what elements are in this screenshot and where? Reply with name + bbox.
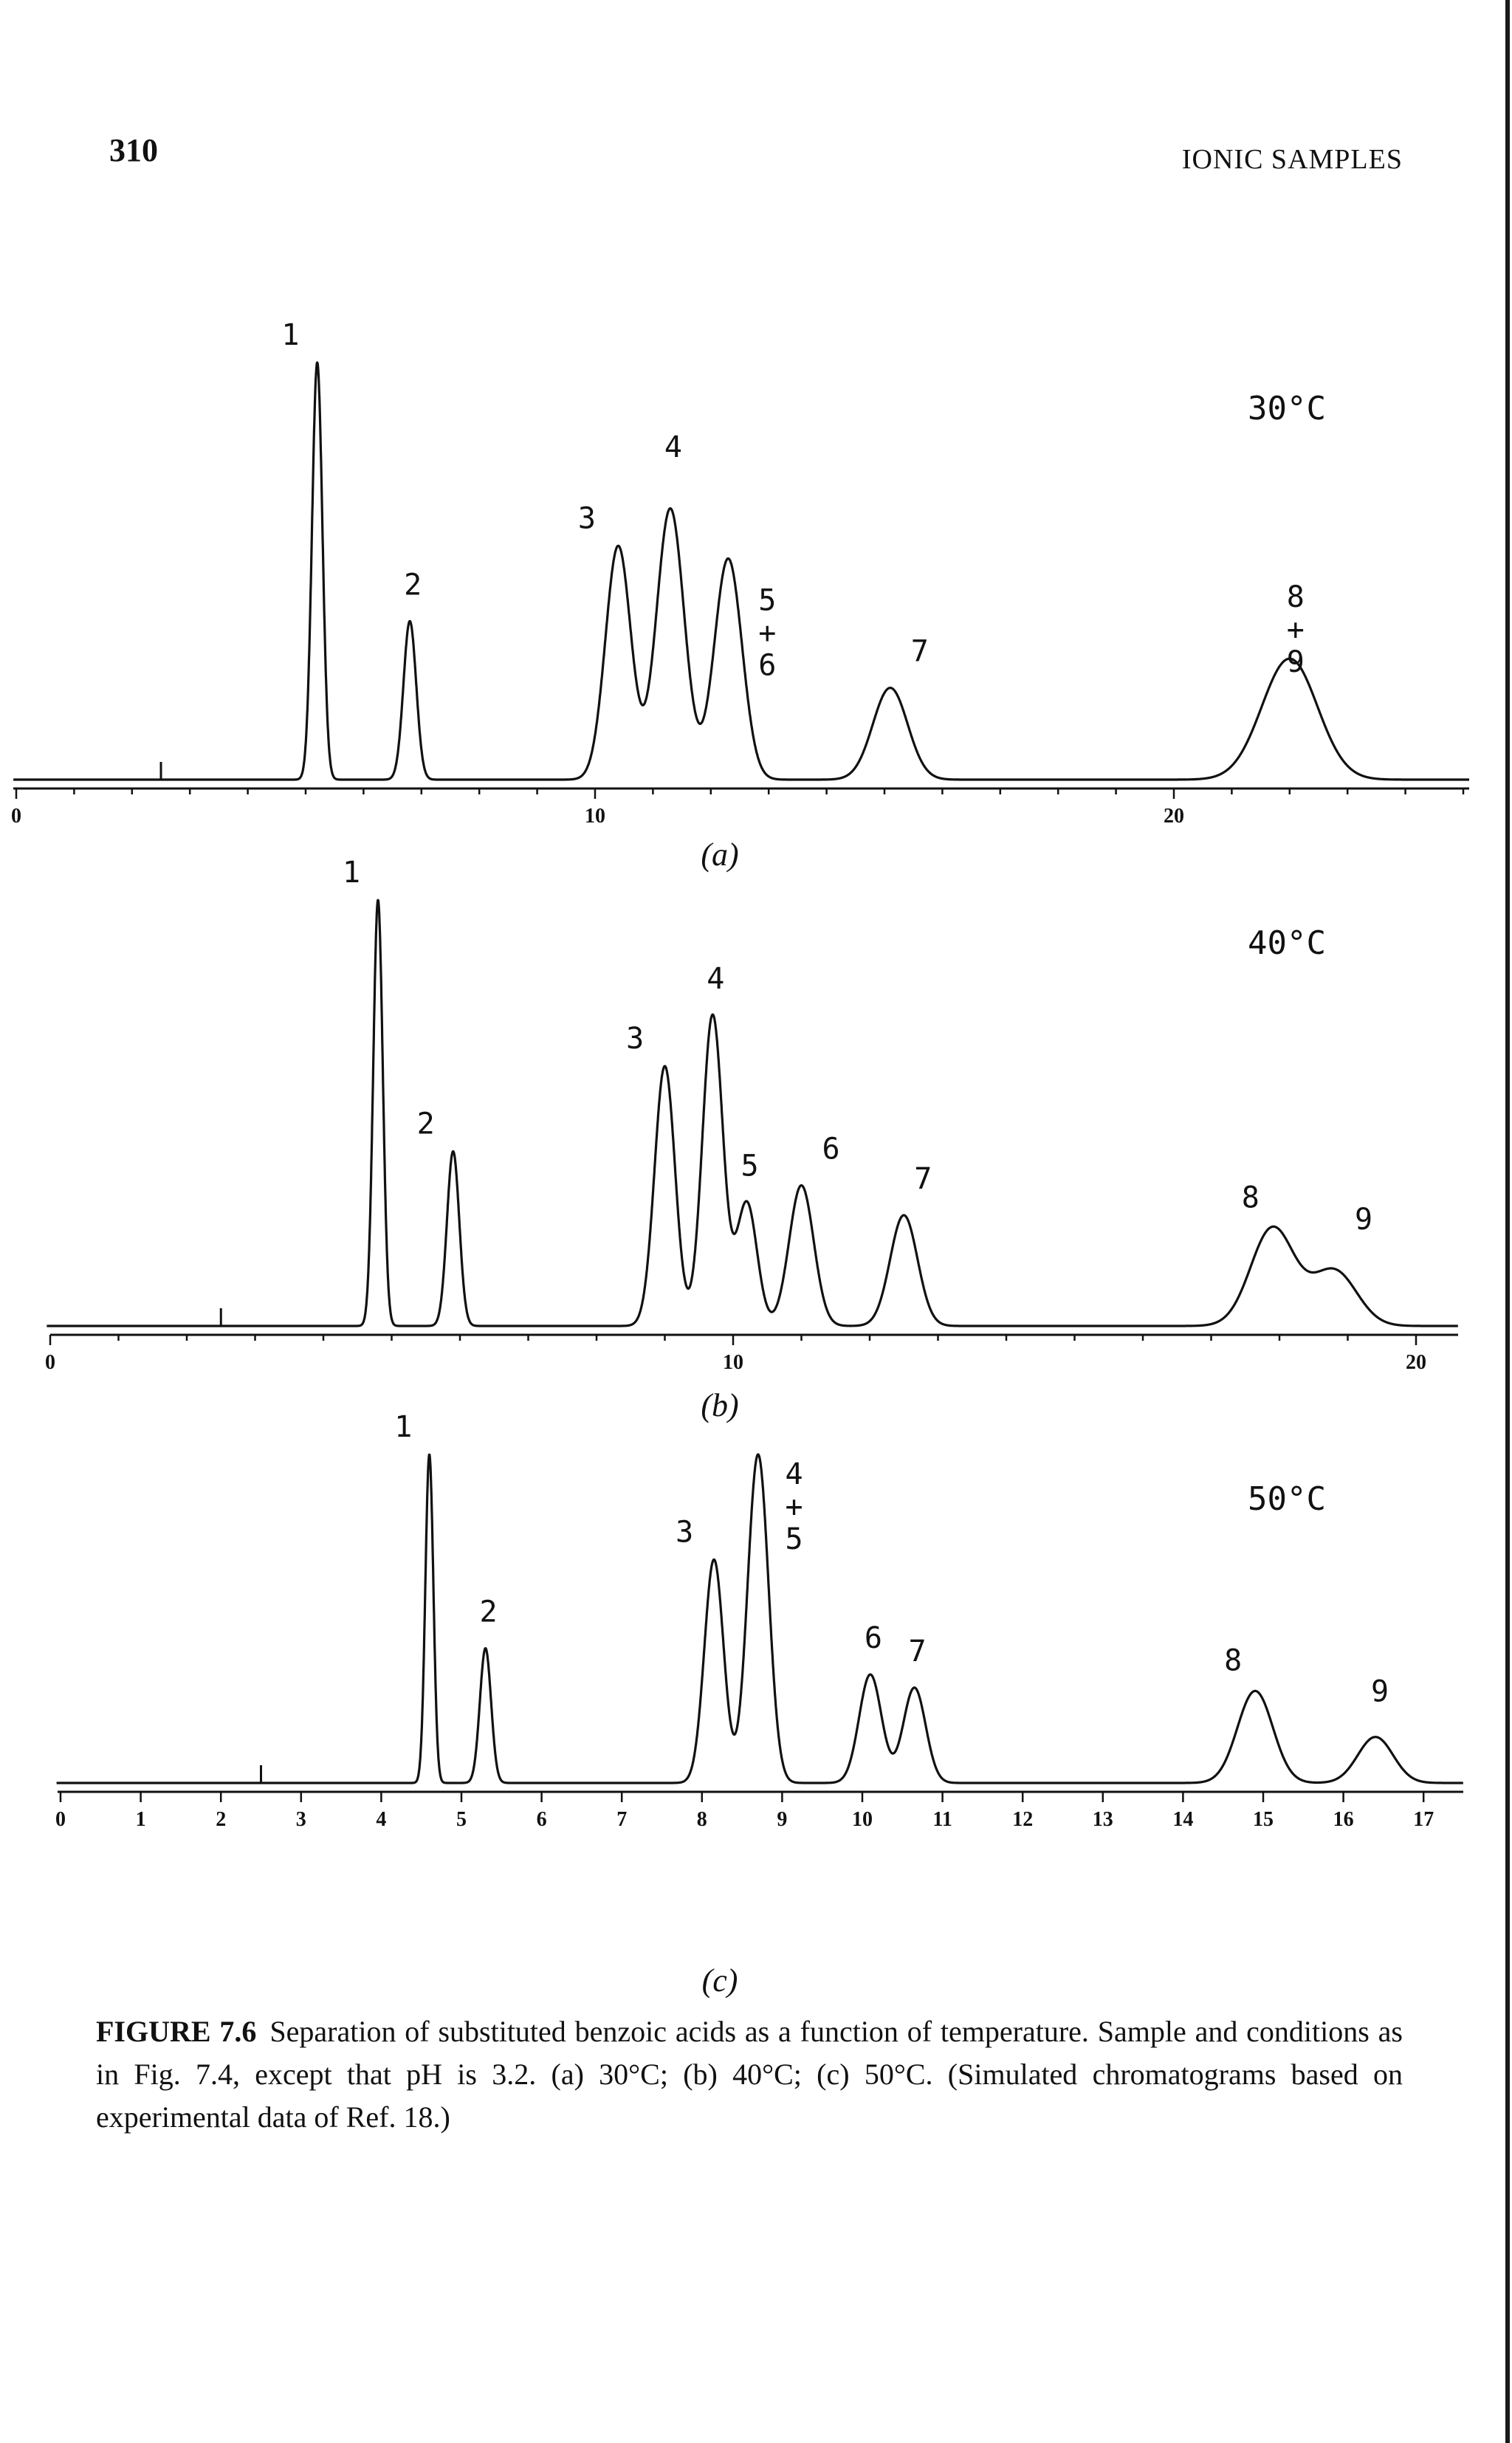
peak-label: 4 (707, 962, 724, 996)
x-tick-label: 10 (585, 805, 605, 828)
x-tick-label: 0 (45, 1351, 55, 1374)
x-tick-label: 10 (852, 1808, 873, 1831)
panel-label: (c) (702, 1962, 738, 1999)
peak-label: 7 (909, 1635, 927, 1669)
x-tick-label: 20 (1164, 805, 1184, 828)
peak-label: 9 (1355, 1203, 1372, 1237)
peak-label: 1 (281, 318, 299, 352)
peak-label: 3 (626, 1022, 644, 1056)
temperature-label: 50°C (1248, 1480, 1326, 1518)
panel-label: (b) (701, 1387, 738, 1423)
x-tick-label: 15 (1253, 1808, 1274, 1831)
x-tick-label: 1 (136, 1808, 146, 1831)
x-tick-label: 7 (616, 1808, 627, 1831)
peak-label: 9 (1371, 1675, 1389, 1709)
x-tick-label: 13 (1093, 1808, 1113, 1831)
x-tick-label: 8 (697, 1808, 707, 1831)
peak-label: 2 (417, 1107, 435, 1141)
peak-label: 4 (664, 430, 682, 464)
signal-trace (55, 1453, 1464, 1784)
x-tick-label: 10 (723, 1351, 743, 1374)
x-tick-label: 14 (1172, 1808, 1193, 1831)
peak-label: 2 (480, 1595, 498, 1629)
x-tick-label: 2 (216, 1808, 226, 1831)
x-tick-label: 4 (376, 1808, 386, 1831)
peak-label: 3 (578, 502, 596, 536)
x-tick-label: 16 (1333, 1808, 1354, 1831)
peak-label: 6 (822, 1133, 839, 1166)
x-tick-label: 20 (1406, 1351, 1426, 1374)
x-tick-label: 17 (1413, 1808, 1434, 1831)
peak-label: 8 (1224, 1643, 1242, 1677)
peak-label: 6 (865, 1621, 882, 1655)
page-edge-rule (1505, 0, 1510, 2443)
peak-label: 5 +6 (758, 584, 776, 683)
peak-label: 2 (404, 568, 422, 602)
peak-label: 1 (394, 1410, 412, 1444)
peak-label: 8 +9 (1287, 580, 1305, 679)
temperature-label: 40°C (1248, 924, 1326, 962)
signal-trace (12, 361, 1471, 781)
peak-label: 8 (1242, 1181, 1260, 1214)
chromatogram-panel-2: 0 10 20 1 2 3 4 5 6 7 8 9 40°C (b) (45, 856, 1459, 1423)
peak-label: 5 (740, 1150, 758, 1183)
page-number: 310 (109, 132, 158, 168)
peak-label: 1 (343, 856, 360, 890)
peak-label: 7 (914, 1162, 932, 1196)
peak-label: 7 (911, 635, 929, 669)
signal-trace (46, 898, 1459, 1327)
panel-label: (a) (701, 836, 738, 873)
x-tick-label: 12 (1012, 1808, 1033, 1831)
running-head: IONIC SAMPLES (1181, 144, 1403, 175)
caption-text: Separation of substituted benzoic acids … (96, 2015, 1403, 2134)
peak-label: 4 +5 (785, 1457, 803, 1556)
x-tick-label: 5 (456, 1808, 467, 1831)
peak-label: 3 (676, 1515, 693, 1549)
figure-label: FIGURE 7.6 (96, 2015, 257, 2048)
x-tick-label: 11 (932, 1808, 952, 1831)
x-tick-label: 0 (11, 805, 21, 828)
figure-caption: FIGURE 7.6 Separation of substituted benz… (96, 2010, 1403, 2139)
x-tick-label: 0 (55, 1808, 66, 1831)
x-tick-label: 3 (296, 1808, 306, 1831)
x-tick-label: 6 (537, 1808, 547, 1831)
x-tick-label: 9 (777, 1808, 787, 1831)
temperature-label: 30°C (1248, 390, 1326, 427)
chromatogram-panel-1: 0 10 20 1 2 3 4 5 +6 7 8 +9 30°C (a) (11, 318, 1471, 873)
